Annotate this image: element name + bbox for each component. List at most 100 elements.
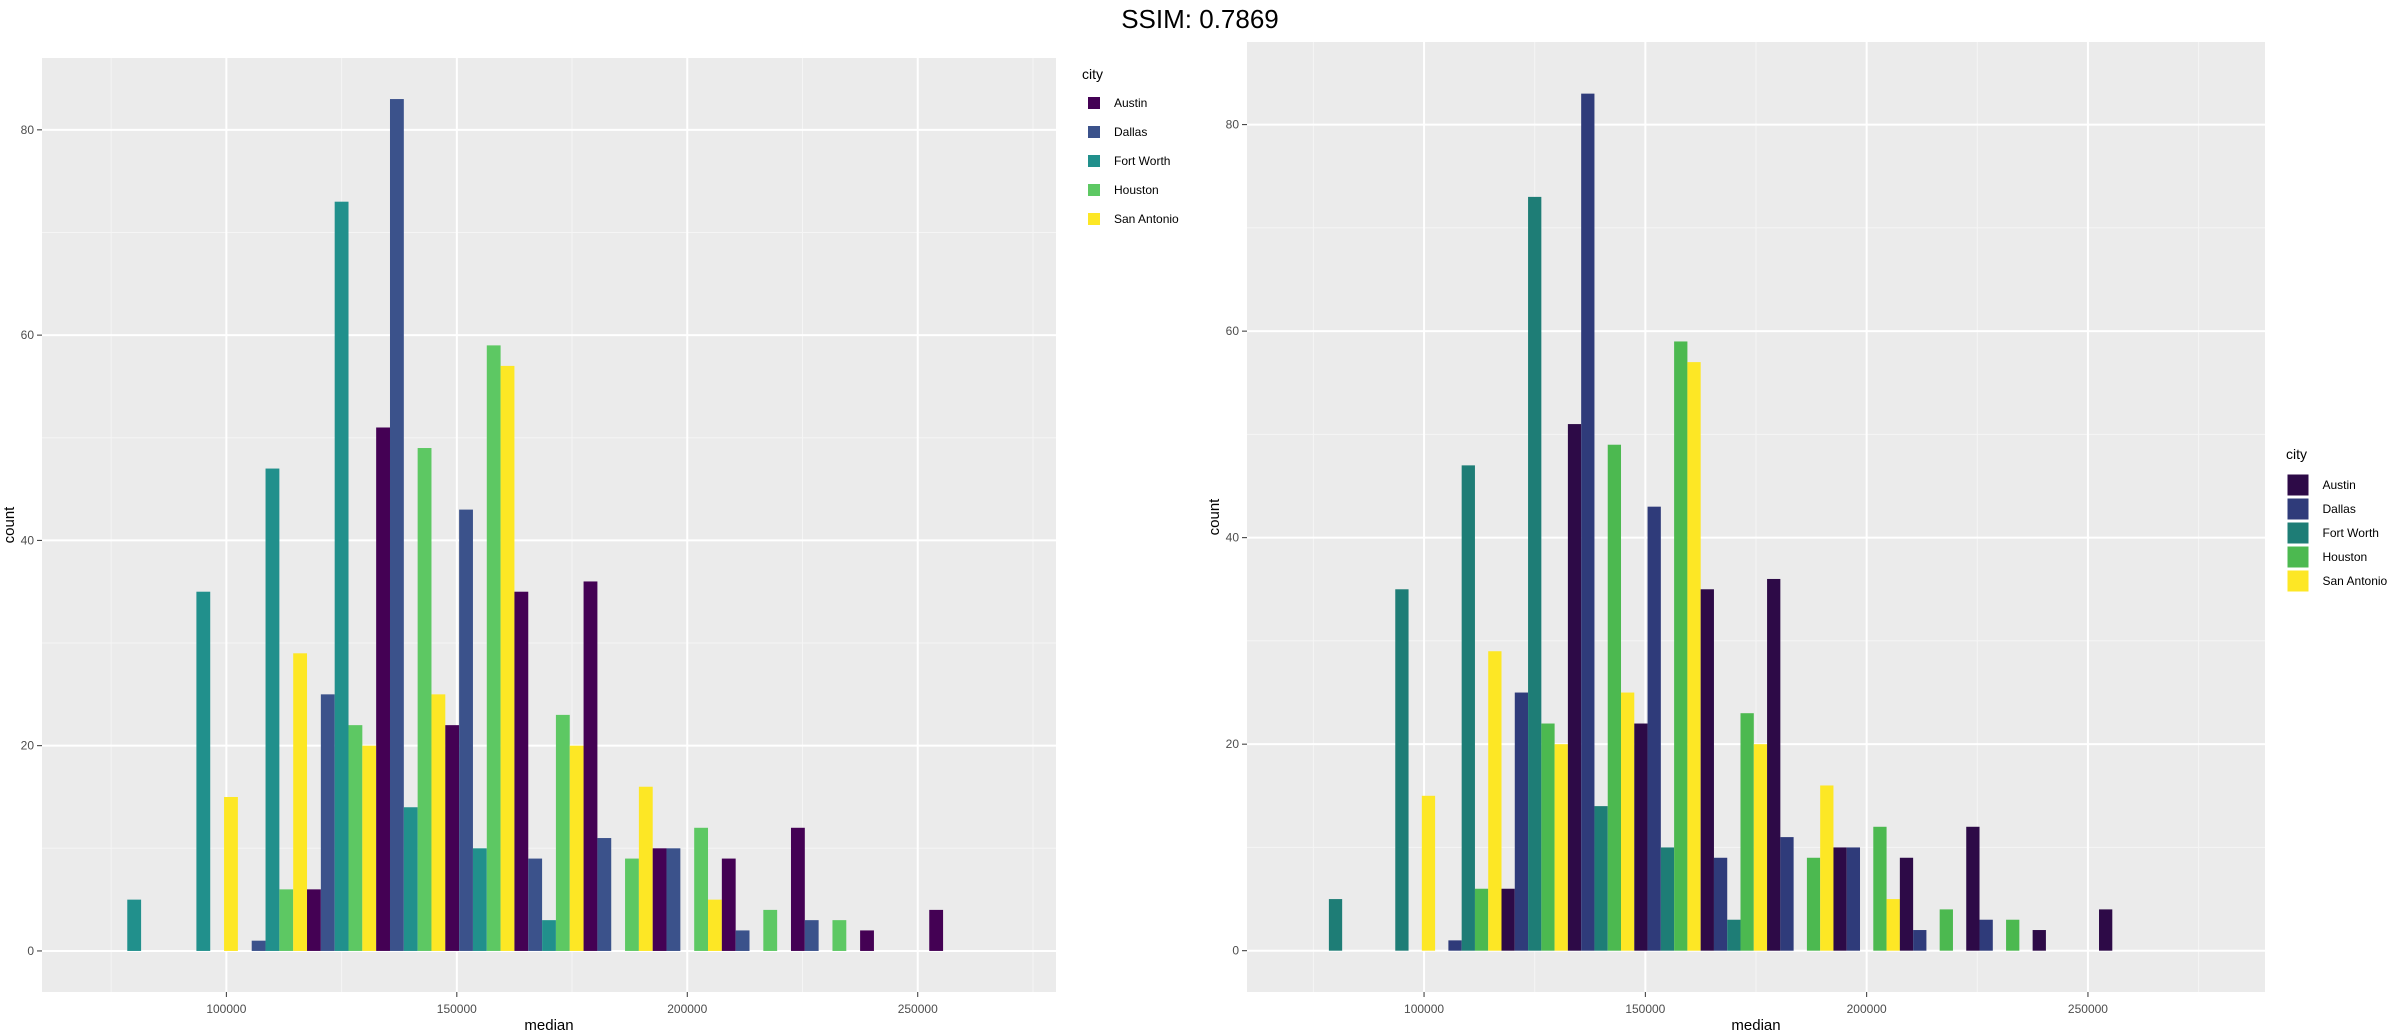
- panel-background: [42, 58, 1056, 992]
- y-axis-title: count: [1, 506, 18, 544]
- bar-fort-worth: [334, 201, 349, 951]
- x-tick-label: 100000: [206, 1002, 246, 1016]
- bar-houston: [832, 920, 847, 951]
- bar-san-antonio: [500, 365, 515, 951]
- x-tick-label: 250000: [898, 1002, 938, 1016]
- bar-houston: [1939, 909, 1953, 951]
- bar-austin: [1700, 589, 1714, 951]
- bar-houston: [486, 345, 501, 951]
- bar-austin: [1833, 847, 1847, 951]
- bar-san-antonio: [1488, 651, 1502, 951]
- bar-dallas: [320, 694, 335, 951]
- legend-key-swatch: [2287, 474, 2309, 496]
- bar-san-antonio: [293, 653, 308, 951]
- bar-dallas: [1448, 940, 1462, 951]
- bar-houston: [625, 858, 639, 951]
- bar-dallas: [666, 848, 681, 951]
- y-tick-label: 0: [27, 944, 34, 958]
- legend-entry-label: San Antonio: [2323, 574, 2388, 588]
- bar-houston: [694, 827, 709, 951]
- bar-san-antonio: [1753, 744, 1768, 951]
- x-axis-title: median: [524, 1017, 573, 1034]
- x-tick-label: 250000: [2068, 1002, 2108, 1016]
- bar-austin: [860, 930, 874, 951]
- legend: city Austin Dallas Fort Worth Houston San Ant…: [1082, 66, 1179, 226]
- legend-key-swatch: [1088, 184, 1100, 196]
- y-tick-label: 20: [21, 739, 35, 753]
- bar-dallas: [389, 99, 404, 951]
- bar-austin: [1767, 578, 1781, 951]
- legend-entry-label: Houston: [1114, 183, 1159, 197]
- page-title: SSIM: 0.7869: [1121, 4, 1279, 34]
- legend-key-swatch: [1088, 126, 1100, 138]
- bar-houston: [1474, 888, 1489, 951]
- bar-dallas: [1647, 506, 1661, 951]
- legend-title: city: [2286, 446, 2307, 462]
- legend-key-swatch: [2287, 498, 2309, 520]
- legend-entry-label: Austin: [2323, 478, 2356, 492]
- bar-san-antonio: [1820, 785, 1834, 951]
- legend-entry-label: San Antonio: [1114, 212, 1179, 226]
- bar-austin: [1501, 888, 1515, 951]
- bar-fort-worth: [1328, 899, 1343, 951]
- chart-panel-1: 100000 150000 200000 250000 0 20 40 60 80 median c…: [1, 58, 1179, 1034]
- legend-entry-label: Austin: [1114, 96, 1147, 110]
- bar-austin: [2099, 909, 2113, 951]
- x-tick-label: 150000: [1625, 1002, 1665, 1016]
- bar-austin: [790, 827, 805, 951]
- bar-dallas: [1581, 93, 1595, 951]
- bar-fort-worth: [265, 468, 280, 951]
- bar-san-antonio: [1687, 362, 1701, 951]
- bar-dallas: [1913, 930, 1927, 951]
- legend-key-swatch: [2287, 570, 2309, 592]
- bar-san-antonio: [708, 899, 722, 951]
- y-tick-label: 40: [1226, 531, 1240, 545]
- bar-austin: [1634, 723, 1648, 951]
- bar-dallas: [1846, 847, 1861, 951]
- bar-austin: [514, 591, 529, 951]
- bar-austin: [721, 858, 736, 951]
- legend-entry-label: Houston: [2323, 550, 2368, 564]
- bar-dallas: [804, 920, 819, 951]
- bar-san-antonio: [569, 745, 584, 951]
- bar-houston: [417, 448, 432, 951]
- bar-san-antonio: [224, 796, 238, 951]
- y-tick-label: 60: [1226, 324, 1240, 338]
- legend-entry-label: Dallas: [1114, 125, 1147, 139]
- bar-dallas: [1780, 837, 1794, 951]
- bar-fort-worth: [542, 920, 556, 951]
- bar-houston: [763, 909, 778, 951]
- bar-austin: [445, 725, 460, 951]
- bar-houston: [555, 714, 570, 951]
- bar-houston: [2006, 919, 2020, 951]
- bar-houston: [1541, 723, 1555, 951]
- bar-austin: [1899, 857, 1914, 951]
- x-tick-label: 200000: [1847, 1002, 1887, 1016]
- bar-houston: [1607, 444, 1622, 951]
- chart-panel-2: 100000 150000 200000 250000 0 20 40 60 80 median c…: [1206, 42, 2388, 1034]
- y-axis-title: count: [1206, 498, 1223, 536]
- x-tick-label: 200000: [667, 1002, 707, 1016]
- bar-austin: [652, 848, 667, 951]
- bar-dallas: [1514, 692, 1529, 951]
- bar-fort-worth: [1727, 919, 1741, 951]
- bar-houston: [1873, 826, 1887, 951]
- y-tick-label: 0: [1232, 944, 1239, 958]
- x-axis-title: median: [1731, 1017, 1780, 1034]
- legend-key-swatch: [1088, 213, 1100, 225]
- bar-houston: [1674, 341, 1688, 951]
- bar-fort-worth: [1395, 589, 1409, 951]
- bar-austin: [376, 427, 390, 951]
- bar-fort-worth: [127, 899, 142, 951]
- bar-austin: [929, 909, 944, 951]
- y-tick-label: 80: [21, 123, 35, 137]
- bar-houston: [279, 889, 294, 951]
- bar-san-antonio: [1621, 692, 1635, 951]
- y-tick-label: 60: [21, 328, 35, 342]
- legend-key-swatch: [1088, 155, 1100, 167]
- legend-entry-label: Fort Worth: [1114, 154, 1170, 168]
- x-tick-label: 150000: [437, 1002, 477, 1016]
- legend: city Austin Dallas Fort Worth Houston San Ant…: [2286, 446, 2388, 592]
